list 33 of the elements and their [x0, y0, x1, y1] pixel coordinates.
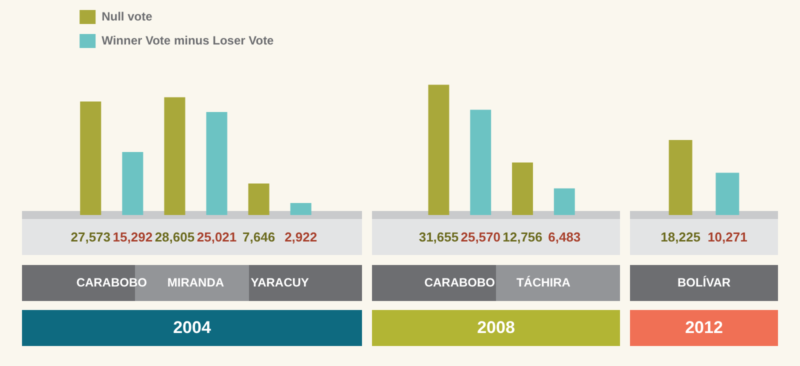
data-label: 18,225	[660, 230, 700, 245]
data-label: 31,655	[418, 230, 459, 245]
data-label: 15,292	[112, 230, 153, 245]
data-label: 2,922	[284, 230, 318, 245]
data-label: 28,605	[154, 230, 195, 245]
data-label: 10,271	[708, 230, 748, 245]
bar	[164, 97, 186, 215]
bar	[122, 152, 144, 215]
bar	[470, 110, 492, 215]
x-tick-label: MIRANDA	[167, 276, 224, 290]
data-label: 12,756	[502, 230, 542, 245]
text: 2012	[630, 310, 778, 346]
text: 2004	[22, 310, 362, 346]
legend-label: Winner Vote minus Loser Vote	[102, 33, 274, 48]
data-label: 7,646	[242, 230, 276, 245]
bar	[428, 84, 450, 215]
bar	[554, 188, 575, 215]
text: 2008	[372, 310, 620, 346]
bar	[512, 162, 533, 215]
x-tick-label: BOLÍVAR	[677, 276, 731, 290]
data-label: 25,021	[196, 230, 237, 245]
x-tick-label: CARABOBO	[424, 276, 495, 290]
x-tick-label: CARABOBO	[76, 276, 147, 290]
bar	[290, 202, 312, 215]
x-tick-label: TÁCHIRA	[516, 276, 571, 290]
bar	[80, 102, 102, 215]
bar	[248, 184, 270, 215]
data-label: 27,573	[70, 230, 111, 245]
data-label: 6,483	[548, 230, 581, 245]
x-tick-label: YARACUY	[250, 276, 309, 290]
legend-label: Null vote	[102, 9, 153, 24]
bar	[206, 112, 228, 215]
data-label: 25,570	[460, 230, 500, 245]
